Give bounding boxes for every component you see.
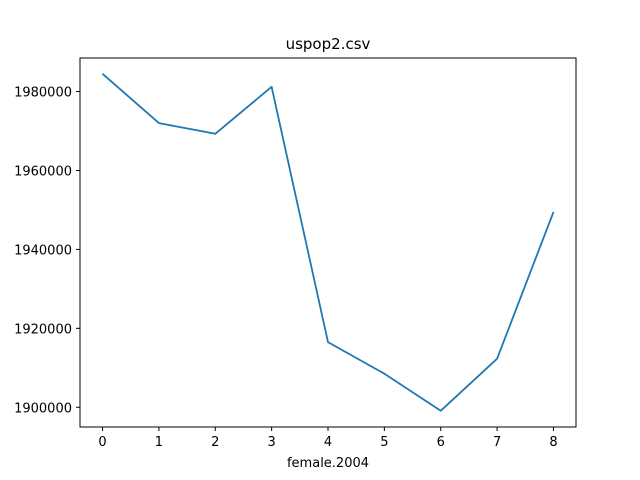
x-axis-label: female.2004	[287, 456, 369, 471]
y-tick-label: 1900000	[14, 401, 72, 416]
plot-frame	[79, 57, 577, 428]
y-tick-label: 1940000	[14, 243, 72, 258]
x-tick-label: 3	[267, 435, 275, 450]
x-tick-label: 0	[98, 435, 106, 450]
ticks-layer: 0 1 2 3 4 5 6 7 8 1900000 1920000 1940000 1960000 198…	[14, 86, 558, 450]
x-tick-label: 1	[155, 435, 163, 450]
x-tick-label: 6	[437, 435, 445, 450]
x-tick-label: 8	[549, 435, 557, 450]
y-tick-label: 1920000	[14, 322, 72, 337]
y-tick-label: 1960000	[14, 164, 72, 179]
y-tick-label: 1980000	[14, 86, 72, 101]
x-tick-label: 7	[493, 435, 501, 450]
x-tick-label: 2	[211, 435, 219, 450]
chart-title: uspop2.csv	[286, 35, 371, 53]
x-tick-label: 4	[324, 435, 332, 450]
x-tick-label: 5	[380, 435, 388, 450]
series-line	[101, 73, 555, 412]
